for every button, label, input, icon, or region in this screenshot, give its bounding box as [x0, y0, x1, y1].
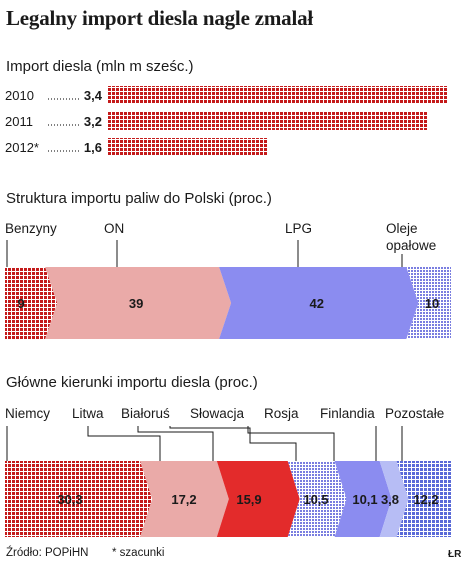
- segment-value-finlandia: 3,8: [381, 492, 399, 507]
- category-label-line: Oleje: [386, 221, 418, 236]
- segment-pozostale: [396, 461, 451, 537]
- segment-value-slowacja: 10,5: [303, 492, 328, 507]
- segment-value-rosja: 10,1: [352, 492, 377, 507]
- directions-bar-group: 30,3 17,2 15,9 10,5 10,1 3,8 12,2 Niemcy Litwa Bi…: [5, 406, 451, 537]
- category-label-litwa: Litwa: [72, 406, 104, 421]
- category-label-pozostale: Pozostałe: [385, 406, 444, 421]
- segment-value-niemcy: 30,3: [57, 492, 82, 507]
- segment-value-lpg: 42: [310, 296, 324, 311]
- segment-bialorus: [216, 461, 300, 537]
- category-label-slowacja: Słowacja: [190, 406, 245, 421]
- import-bar-2012: [108, 138, 268, 156]
- category-label-oleje-opalowe: Oleje opałowe: [386, 221, 436, 253]
- leader-line-slowacja: [169, 426, 297, 461]
- import-bar-2010: [108, 86, 448, 104]
- value-label-2010: 3,4: [84, 88, 103, 103]
- category-label-niemcy: Niemcy: [5, 406, 50, 421]
- category-label-on: ON: [104, 221, 124, 236]
- segment-rosja: [334, 461, 392, 537]
- segment-value-on: 39: [129, 296, 143, 311]
- category-label-line: opałowe: [386, 238, 436, 253]
- segment-niemcy: [5, 461, 153, 537]
- value-label-2012: 1,6: [84, 140, 102, 155]
- segment-finlandia: [379, 461, 409, 537]
- segment-on: [45, 267, 232, 339]
- segment-slowacja: [287, 461, 347, 537]
- value-label-2011: 3,2: [84, 114, 102, 129]
- segment-value-oleje-opalowe: 10: [425, 296, 439, 311]
- segment-oleje-opalowe: [406, 267, 451, 339]
- category-label-benzyny: Benzyny: [5, 221, 57, 236]
- category-label-finlandia: Finlandia: [320, 406, 375, 421]
- segment-value-litwa: 17,2: [171, 492, 196, 507]
- category-label-bialorus: Białoruś: [121, 406, 170, 421]
- segment-lpg: [219, 267, 419, 339]
- source-note: Źródło: POPiHN: [6, 547, 89, 559]
- author-credit: ŁR: [448, 549, 462, 560]
- segment-benzyny: [5, 267, 58, 339]
- year-label-2010: 2010: [5, 88, 34, 103]
- leader-line-litwa: [87, 426, 161, 461]
- category-label-lpg: LPG: [285, 221, 312, 236]
- segment-value-bialorus: 15,9: [236, 492, 261, 507]
- import-bars-group: 2010 3,4 2011 3,2 2012* 1,6: [5, 86, 448, 156]
- segment-value-benzyny: 9: [17, 296, 24, 311]
- structure-section-title: Struktura importu paliw do Polski (proc.…: [6, 190, 272, 207]
- year-label-2012: 2012*: [5, 140, 39, 155]
- import-section-title: Import diesla (mln m sześc.): [6, 58, 194, 75]
- directions-section-title: Główne kierunki importu diesla (proc.): [6, 374, 258, 391]
- import-bar-2011: [108, 112, 428, 130]
- leader-line-rosja: [247, 426, 335, 461]
- category-label-rosja: Rosja: [264, 406, 299, 421]
- structure-bar-group: 9 Benzyny 39 ON 42 LPG 10 Oleje opałowe: [5, 221, 451, 339]
- segment-value-pozostale: 12,2: [413, 492, 438, 507]
- year-label-2011: 2011: [5, 114, 33, 129]
- chart-title: Legalny import diesla nagle zmalał: [6, 6, 314, 30]
- estimate-note: * szacunki: [112, 547, 165, 559]
- leader-line-bialorus: [137, 426, 214, 461]
- segment-litwa: [140, 461, 229, 537]
